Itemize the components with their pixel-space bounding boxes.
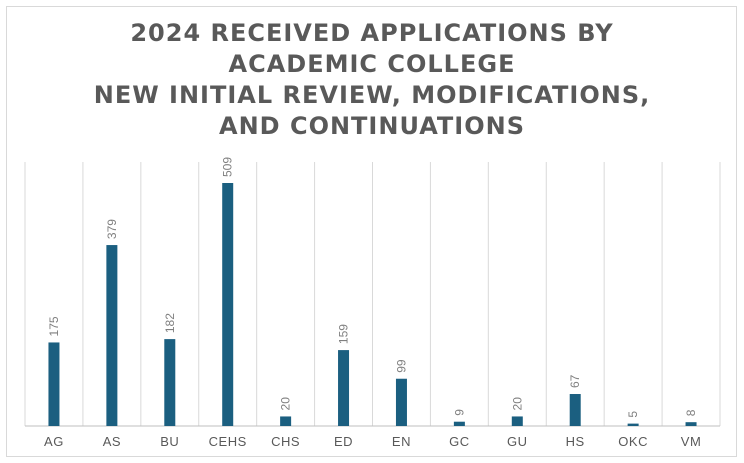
data-label-chs: 20 [279, 397, 293, 411]
data-label-okc: 5 [626, 411, 640, 418]
chart-title-line-1: 2024 RECEIVED APPLICATIONS BY [130, 19, 614, 47]
data-label-gu: 20 [510, 397, 524, 411]
data-label-bu: 182 [163, 313, 177, 333]
x-tick-label-chs: CHS [271, 434, 300, 449]
data-label-ag: 175 [47, 316, 61, 336]
x-tick-label-bu: BU [160, 434, 179, 449]
bar-gu [511, 416, 523, 426]
bar-vm [685, 422, 697, 426]
data-label-vm: 8 [684, 409, 698, 416]
chart-frame [6, 6, 737, 457]
x-tick-label-en: EN [392, 434, 411, 449]
x-tick-label-as: AS [103, 434, 121, 449]
data-label-en: 99 [394, 359, 408, 373]
bar-bu [164, 339, 176, 426]
x-tick-label-vm: VM [681, 434, 702, 449]
data-label-cehs: 509 [221, 157, 235, 177]
data-label-as: 379 [105, 219, 119, 239]
bar-as [106, 245, 118, 426]
bar-gc [453, 421, 465, 426]
chart-title-line-4: AND CONTINUATIONS [219, 112, 525, 140]
x-tick-label-hs: HS [566, 434, 585, 449]
x-tick-label-gc: GC [449, 434, 470, 449]
bar-cehs [222, 183, 234, 426]
bar-okc [627, 423, 639, 426]
bar-chs [280, 416, 292, 426]
data-label-hs: 67 [568, 374, 582, 388]
chart-title-line-3: NEW INITIAL REVIEW, MODIFICATIONS, [93, 81, 651, 109]
x-tick-label-ed: ED [334, 434, 353, 449]
bar-ag [48, 342, 60, 426]
data-label-ed: 159 [337, 324, 351, 344]
bar-ed [338, 350, 350, 426]
data-label-gc: 9 [452, 409, 466, 416]
chart-title-line-2: ACADEMIC COLLEGE [228, 50, 516, 78]
x-tick-label-okc: OKC [618, 434, 648, 449]
x-tick-label-ag: AG [44, 434, 64, 449]
chart-title: 2024 RECEIVED APPLICATIONS BY ACADEMIC C… [0, 18, 744, 142]
x-tick-label-cehs: CEHS [209, 434, 247, 449]
x-tick-label-gu: GU [507, 434, 528, 449]
bar-en [395, 378, 407, 426]
bar-hs [569, 394, 581, 426]
